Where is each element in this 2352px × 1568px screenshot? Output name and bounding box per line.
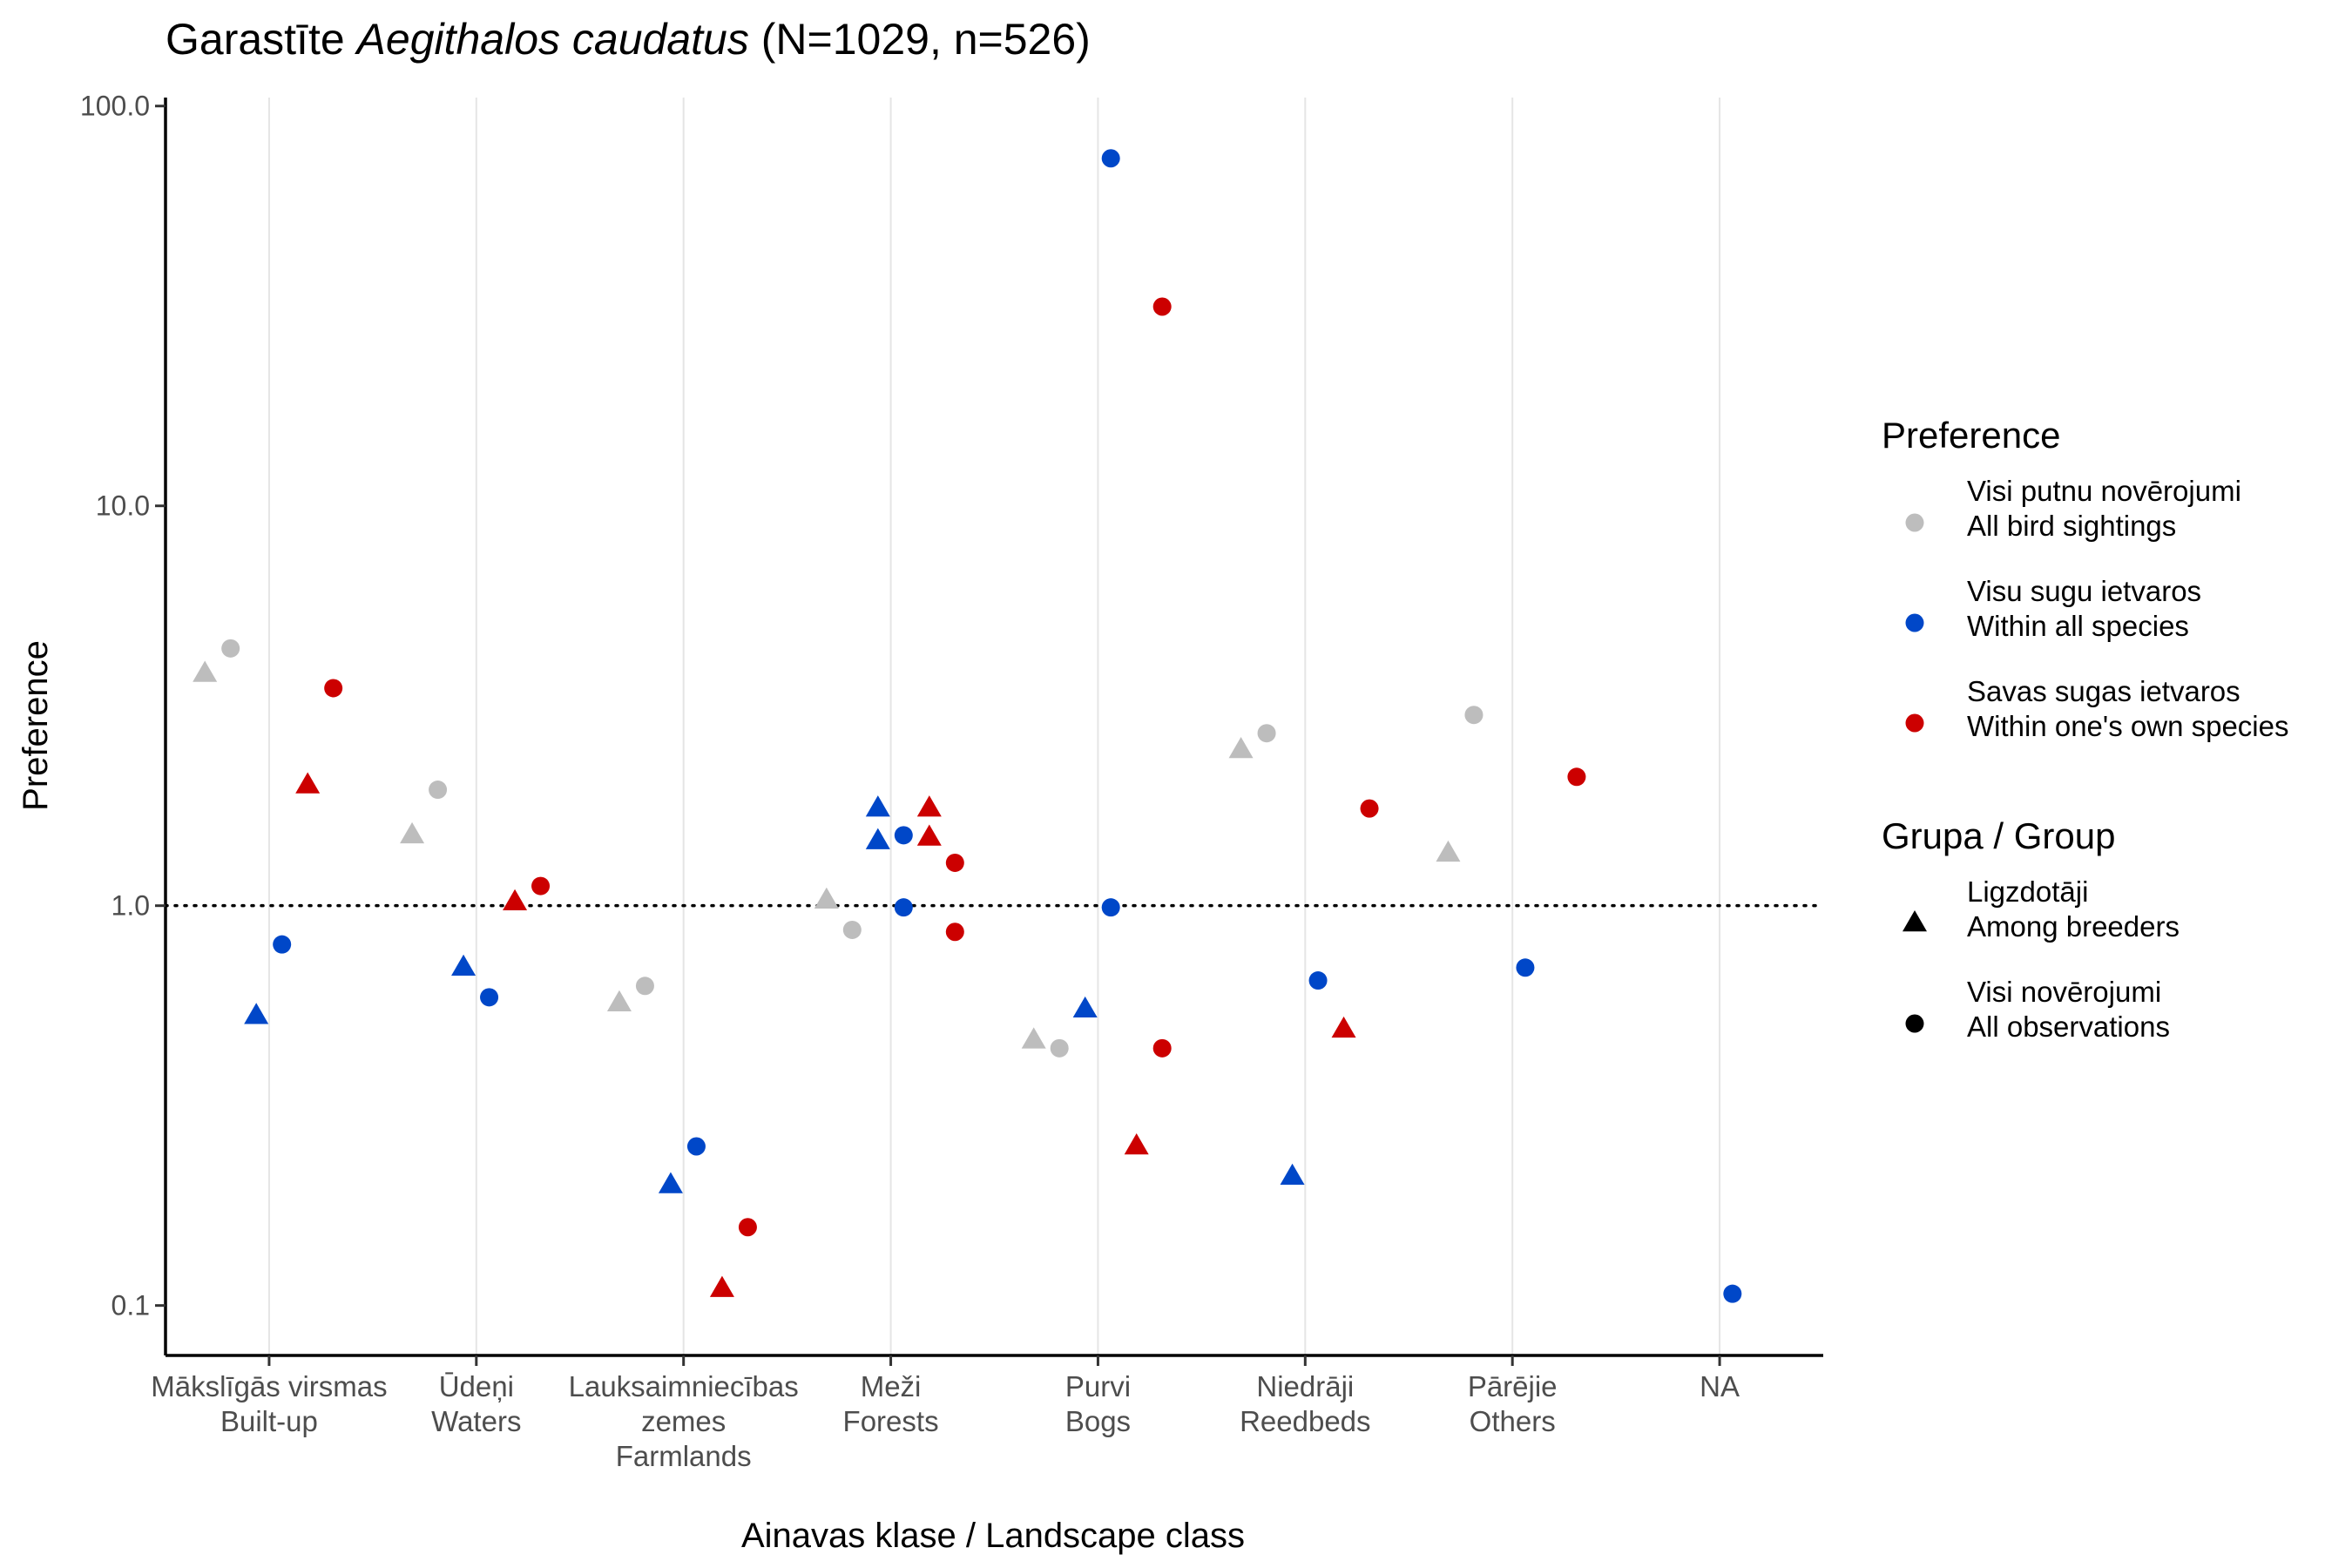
- data-point-circle: [1464, 706, 1484, 725]
- data-point-triangle: [658, 1172, 683, 1193]
- data-point-triangle: [1021, 1027, 1046, 1049]
- data-point-triangle: [916, 795, 942, 817]
- data-point-circle: [738, 1218, 757, 1237]
- chart-title: Garastīte Aegithalos caudatus (N=1029, n…: [166, 15, 1091, 64]
- legend-label-all_sightings: Visi putnu novērojumi: [1967, 475, 2241, 507]
- legend-title-group: Grupa / Group: [1882, 815, 2115, 856]
- x-tick-label: Forests: [843, 1405, 939, 1437]
- chart-title-suffix: (N=1029, n=526): [749, 15, 1091, 64]
- data-point-triangle: [295, 772, 321, 794]
- x-tick-label: Others: [1470, 1405, 1556, 1437]
- data-point-triangle: [193, 660, 218, 682]
- data-point-circle: [480, 988, 499, 1007]
- x-tick-label: Built-up: [220, 1405, 318, 1437]
- legend-label-breeders: Ligzdotāji: [1967, 875, 2088, 908]
- x-tick-label: Meži: [861, 1370, 922, 1402]
- x-tick-label: Reedbeds: [1240, 1405, 1370, 1437]
- data-point-circle: [1723, 1284, 1742, 1303]
- legend-key-all_obs: [1905, 1014, 1924, 1033]
- data-point-circle: [324, 679, 343, 698]
- legend-label-all_species: Within all species: [1967, 610, 2189, 642]
- x-tick-label: Farmlands: [616, 1440, 752, 1472]
- y-tick-label: 0.1: [112, 1290, 150, 1321]
- data-point-triangle: [1124, 1132, 1149, 1155]
- data-point-circle: [894, 898, 913, 917]
- data-point-circle: [273, 935, 292, 954]
- legend-key-all_species: [1905, 613, 1924, 632]
- x-tick-label: Ūdeņi: [439, 1370, 514, 1402]
- data-point-circle: [1152, 1038, 1172, 1058]
- x-tick-label: Mākslīgās virsmas: [151, 1370, 387, 1402]
- legend-key-breeders: [1903, 909, 1927, 932]
- chart-title-species: Aegithalos caudatus: [355, 15, 749, 64]
- data-point-circle: [1567, 767, 1586, 787]
- chart-title-prefix: Garastīte: [166, 15, 357, 64]
- data-point-triangle: [865, 795, 890, 817]
- x-tick-label: Lauksaimniecības: [569, 1370, 799, 1402]
- x-tick-label: Waters: [431, 1405, 521, 1437]
- x-tick-label: zemes: [641, 1405, 726, 1437]
- data-point-triangle: [1280, 1163, 1305, 1185]
- x-tick-label: Niedrāji: [1256, 1370, 1354, 1402]
- legend-title-preference: Preference: [1882, 415, 2060, 456]
- data-point-circle: [1101, 149, 1120, 168]
- data-point-circle: [429, 781, 448, 800]
- data-point-triangle: [244, 1003, 269, 1024]
- data-point-triangle: [814, 887, 839, 909]
- data-point-circle: [1308, 971, 1328, 990]
- x-tick-label: NA: [1700, 1370, 1740, 1402]
- data-point-circle: [686, 1137, 706, 1156]
- data-point-circle: [1152, 297, 1172, 316]
- x-tick-label: Pārējie: [1468, 1370, 1558, 1402]
- legend-label-all_sightings: All bird sightings: [1967, 510, 2176, 542]
- data-point-triangle: [865, 828, 890, 849]
- data-point-circle: [1257, 724, 1276, 743]
- legend-label-own_species: Within one's own species: [1967, 710, 2288, 742]
- data-point-triangle: [916, 824, 942, 846]
- x-tick-label: Bogs: [1065, 1405, 1131, 1437]
- data-points: [193, 149, 1742, 1303]
- data-point-triangle: [451, 954, 476, 976]
- legend-key-own_species: [1905, 713, 1924, 733]
- data-point-circle: [1050, 1038, 1069, 1058]
- data-point-triangle: [400, 821, 425, 844]
- legend-label-all_obs: Visi novērojumi: [1967, 976, 2161, 1008]
- data-point-circle: [1360, 799, 1379, 818]
- data-point-circle: [945, 923, 964, 942]
- data-point-triangle: [1072, 996, 1098, 1018]
- legend-label-all_species: Visu sugu ietvaros: [1967, 575, 2201, 607]
- y-tick-label: 100.0: [80, 91, 150, 122]
- data-point-triangle: [503, 889, 528, 910]
- axes: [164, 98, 1823, 1357]
- legend-label-own_species: Savas sugas ietvaros: [1967, 675, 2240, 707]
- data-point-circle: [1516, 958, 1535, 977]
- data-point-triangle: [1436, 840, 1461, 862]
- data-point-circle: [1101, 898, 1120, 917]
- y-axis-title: Preference: [17, 640, 55, 811]
- data-point-circle: [635, 977, 654, 996]
- data-point-circle: [945, 853, 964, 872]
- y-axis-ticks: 0.1 1.0 10.0 100.0: [80, 91, 166, 1321]
- y-tick-label: 10.0: [96, 490, 150, 522]
- data-point-triangle: [709, 1275, 734, 1297]
- data-point-triangle: [606, 990, 632, 1011]
- data-point-triangle: [1331, 1016, 1356, 1038]
- grid-lines: [267, 98, 1721, 1355]
- data-point-triangle: [1228, 737, 1254, 759]
- legend-label-breeders: Among breeders: [1967, 910, 2180, 943]
- legend-key-all_sightings: [1905, 513, 1924, 532]
- data-point-circle: [531, 876, 551, 896]
- data-point-circle: [221, 639, 240, 658]
- legend-label-all_obs: All observations: [1967, 1010, 2170, 1043]
- data-point-circle: [894, 826, 913, 845]
- y-tick-label: 1.0: [112, 890, 150, 922]
- x-tick-label: Purvi: [1065, 1370, 1131, 1402]
- x-axis-title: Ainavas klase / Landscape class: [741, 1517, 1245, 1555]
- data-point-circle: [842, 920, 862, 939]
